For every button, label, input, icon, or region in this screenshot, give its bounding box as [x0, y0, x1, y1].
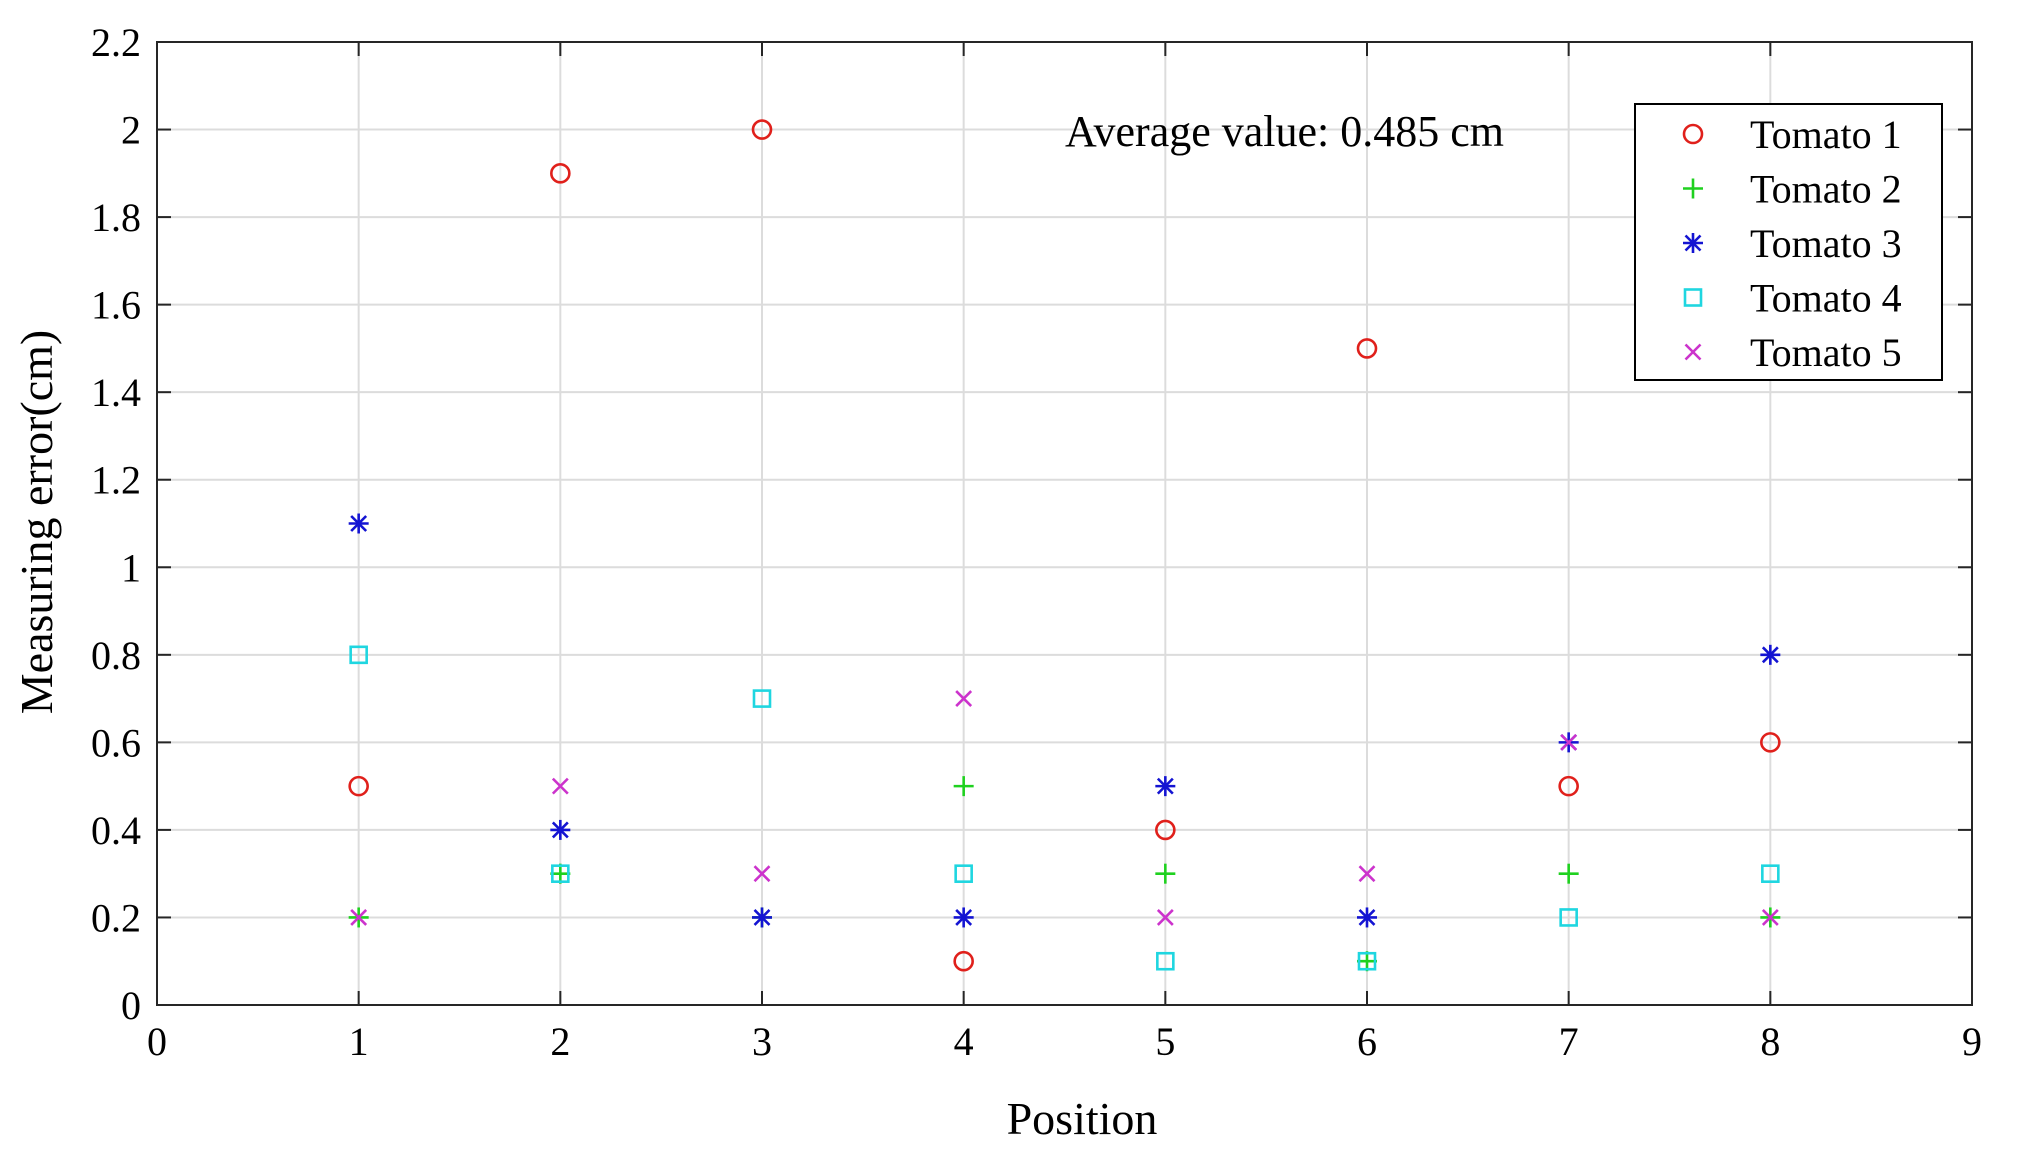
plot-frame	[156, 41, 1973, 1006]
x-tick-label: 0	[147, 1019, 167, 1064]
data-point-tomato-1	[1760, 732, 1781, 753]
axis-layer: 0 1 2 3 4 5 6 7 8 9 0 0.2 0.4 0.6 0.8 1 1.2 1.4 1.6 1.8 2 2.2	[91, 20, 1982, 1064]
data-point-tomato-1	[1356, 338, 1378, 359]
y-tick-label: 0	[121, 983, 141, 1028]
data-point-tomato-3	[550, 819, 571, 840]
data-point-tomato-2	[1155, 863, 1176, 884]
data-point-tomato-4	[752, 689, 772, 708]
x-tick-label: 3	[752, 1019, 772, 1064]
y-tick-label: 0.2	[91, 895, 141, 940]
y-tick-label: 2.2	[91, 20, 141, 65]
data-point-tomato-1	[1155, 819, 1176, 841]
data-point-tomato-5	[1156, 909, 1174, 926]
x-tick-label: 1	[349, 1019, 369, 1064]
y-tick-label: 1.6	[91, 283, 141, 328]
x-tick-label: 2	[550, 1019, 570, 1064]
x-axis-title: Position	[1007, 1093, 1158, 1144]
x-tick-label: 4	[954, 1019, 974, 1064]
legend-label-tomato-3: Tomato 3	[1750, 221, 1902, 266]
data-point-tomato-5	[955, 690, 973, 708]
data-point-tomato-4	[551, 864, 570, 883]
data-point-tomato-1	[1558, 775, 1579, 797]
data-point-tomato-3	[752, 907, 772, 928]
x-tick-label: 9	[1962, 1019, 1982, 1064]
data-point-tomato-1	[550, 163, 571, 184]
data-point-tomato-2	[953, 776, 974, 797]
y-tick-label: 0.6	[91, 720, 141, 765]
y-tick-label: 1	[121, 545, 141, 590]
y-tick-label: 1.4	[91, 370, 141, 415]
data-point-tomato-2	[550, 863, 571, 884]
data-point-tomato-5	[350, 909, 368, 926]
y-tick-label: 0.8	[91, 633, 141, 678]
y-tick-label: 1.2	[91, 458, 141, 503]
data-point-tomato-1	[348, 775, 369, 797]
data-point-tomato-3	[1357, 907, 1377, 928]
data-point-tomato-4	[1761, 864, 1780, 883]
data-point-tomato-4	[1156, 951, 1175, 971]
data-point-tomato-5	[551, 777, 569, 795]
legend-marker-tomato-3	[1683, 233, 1703, 253]
data-point-tomato-4	[349, 645, 368, 665]
average-value-annotation: Average value: 0.485 cm	[1065, 107, 1504, 156]
y-axis-title: Measuring error(cm)	[11, 330, 62, 714]
legend-marker-tomato-5	[1684, 343, 1702, 361]
legend-label-tomato-1: Tomato 1	[1750, 112, 1902, 157]
legend-label-tomato-5: Tomato 5	[1750, 330, 1902, 375]
x-tick-label: 6	[1357, 1019, 1377, 1064]
x-tick-label: 8	[1760, 1019, 1780, 1064]
data-point-tomato-3	[953, 907, 974, 928]
data-point-tomato-5	[1358, 865, 1376, 883]
data-point-tomato-5	[1761, 909, 1779, 926]
marker-layer	[348, 119, 1781, 972]
data-point-tomato-4	[1357, 951, 1377, 971]
legend-label-tomato-2: Tomato 2	[1750, 167, 1902, 212]
x-tick-label: 7	[1559, 1019, 1579, 1064]
legend-marker-tomato-2	[1683, 178, 1703, 199]
data-point-tomato-5	[1560, 733, 1578, 751]
y-tick-label: 0.4	[91, 808, 141, 853]
data-point-tomato-3	[1760, 644, 1781, 665]
data-point-tomato-3	[1155, 776, 1176, 797]
legend-marker-tomato-4	[1683, 288, 1703, 307]
data-point-tomato-1	[751, 119, 773, 140]
legend-marker-tomato-1	[1682, 123, 1704, 145]
legend: Tomato 1 Tomato 2 Tomato 3 Tomato 4 Tomato 5	[1634, 103, 1943, 381]
y-tick-label: 2	[121, 108, 141, 153]
data-point-tomato-2	[1558, 863, 1579, 884]
data-point-tomato-4	[1559, 908, 1578, 927]
legend-label-tomato-4: Tomato 4	[1750, 276, 1902, 321]
data-point-tomato-4	[954, 864, 973, 883]
data-point-tomato-3	[348, 513, 369, 534]
data-point-tomato-5	[753, 865, 771, 883]
x-tick-label: 5	[1155, 1019, 1175, 1064]
y-tick-label: 1.8	[91, 195, 141, 240]
data-point-tomato-2	[1357, 951, 1377, 972]
data-point-tomato-1	[953, 950, 974, 972]
